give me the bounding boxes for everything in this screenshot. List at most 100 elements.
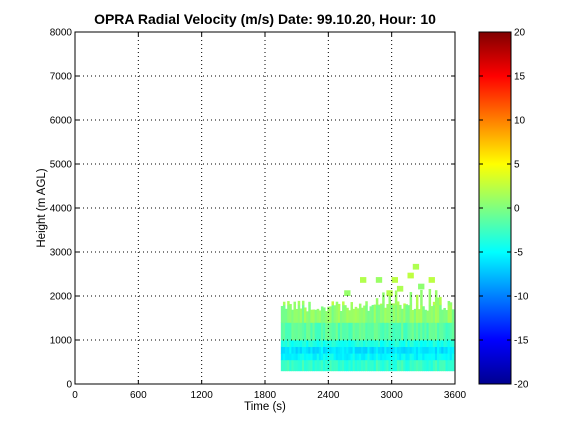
colorbar-tick-label: 5 [514,160,520,171]
velocity-cell [426,310,430,323]
velocity-cell [325,346,328,354]
velocity-cell [405,353,408,361]
velocity-cell [420,304,423,323]
velocity-cell [367,322,370,341]
velocity-cell [447,304,451,323]
colorbar-tick-label: -15 [514,336,529,347]
velocity-cell [308,304,311,323]
x-tick-label: 1800 [254,390,277,401]
velocity-cell [411,359,415,372]
velocity-cell [445,346,449,354]
velocity-cell [344,322,347,341]
velocity-cell [295,346,299,354]
velocity-cell [295,353,299,361]
velocity-cell [310,353,313,361]
velocity-cell [331,340,335,347]
y-axis-label: Height (m AGL) [36,168,48,247]
velocity-cell [388,346,392,354]
velocity-cell [352,308,356,323]
velocity-cell [358,304,362,323]
y-tick-label: 3000 [50,248,73,259]
y-tick-label: 2000 [50,292,73,303]
velocity-cell [358,346,362,354]
velocity-cell [403,346,406,354]
velocity-cell [297,353,301,361]
velocity-cell [409,292,413,306]
velocity-cell [413,346,417,354]
velocity-cell [428,288,432,306]
velocity-cell [401,359,404,372]
velocity-cell [320,322,324,341]
x-tick-label: 0 [72,390,78,401]
velocity-cell [327,359,330,372]
velocity-cell [310,322,313,341]
velocity-cell [432,346,436,354]
velocity-cell [415,340,419,347]
velocity-cell [418,353,421,361]
velocity-cell [413,340,417,347]
velocity-cell [437,346,440,354]
velocity-cell [426,346,430,354]
velocity-cell [451,322,455,341]
velocity-cell [287,301,290,306]
velocity-cell [394,304,398,323]
velocity-cell [386,353,389,361]
velocity-cell [350,346,354,354]
y-tick-label: 6000 [50,116,73,127]
colorbar-tick-label: 10 [514,116,526,127]
velocity-cell [363,305,366,323]
velocity-cell [358,359,362,372]
velocity-cell [386,304,389,323]
velocity-cell [354,346,358,354]
velocity-cell [293,304,297,323]
velocity-cell [304,353,307,361]
velocity-cell [384,322,387,341]
velocity-cell [413,353,417,361]
velocity-cell [285,308,288,323]
velocity-cell [413,308,417,323]
velocity-cell [377,304,381,323]
velocity-cell [443,346,446,354]
velocity-cell [451,340,455,347]
velocity-cell [371,322,375,341]
velocity-cell [432,359,436,372]
velocity-cell [306,311,309,323]
velocity-cell [360,277,367,283]
velocity-cell [291,353,294,361]
velocity-cell [365,353,368,361]
velocity-cell [413,322,417,341]
velocity-cell [320,346,324,354]
velocity-cell [377,346,381,354]
velocity-cell [304,307,307,323]
velocity-cell [403,304,406,323]
velocity-cell [280,353,284,361]
velocity-cell [356,359,360,372]
velocity-cell [407,340,411,347]
colorbar-tick-label: -10 [514,292,529,303]
velocity-cell [316,353,320,361]
velocity-cell [333,322,337,341]
velocity-cell [301,304,305,323]
velocity-cell [391,277,398,283]
velocity-cell [295,359,299,372]
velocity-cell [282,359,286,372]
velocity-cell [426,322,430,341]
velocity-cell [352,346,356,354]
velocity-cell [394,346,398,354]
velocity-cell [337,340,341,347]
velocity-cell [316,308,320,323]
velocity-cell [411,346,415,354]
velocity-cell [280,322,284,341]
velocity-cell [386,290,393,296]
velocity-cell [318,322,322,341]
velocity-cell [439,322,442,341]
velocity-cell [445,340,449,347]
velocity-cell [312,309,316,323]
velocity-cell [382,353,385,361]
velocity-cell [384,353,387,361]
velocity-cell [318,346,322,354]
velocity-cell [399,346,402,354]
velocity-cell [449,359,453,372]
velocity-cell [428,353,432,361]
